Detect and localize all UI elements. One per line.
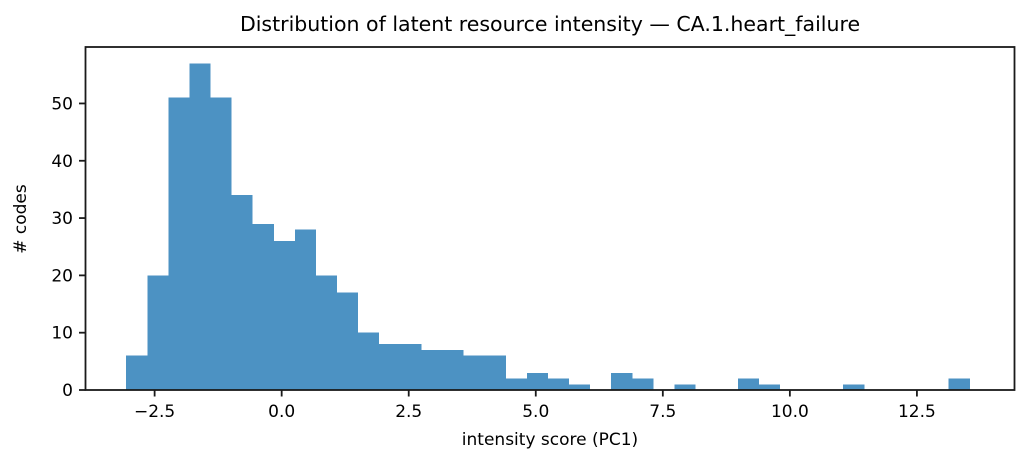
histogram-bar [737,378,759,390]
histogram-bar [168,97,190,390]
histogram-bar [210,97,232,390]
histogram-bar [442,349,464,390]
histogram-bar [421,349,443,390]
histogram-bar [147,275,169,390]
x-tick-label: 2.5 [395,402,422,422]
histogram-bar [526,372,548,390]
x-tick-label: 5.0 [522,402,549,422]
histogram-bar [294,229,316,390]
histogram-bar [611,372,633,390]
x-tick-label: −2.5 [134,402,175,422]
y-axis: 0 10 20 30 40 50 [51,94,86,401]
histogram-bar [231,195,253,390]
histogram-bar [358,332,380,390]
y-tick-label: 20 [51,266,73,286]
x-tick-label: 12.5 [898,402,936,422]
histogram-bar [126,355,148,390]
histogram-bar [948,378,970,390]
y-tick-label: 50 [51,94,73,114]
histogram-bar [337,292,359,390]
chart-title: Distribution of latent resource intensit… [240,12,860,37]
x-axis-label: intensity score (PC1) [462,430,638,450]
x-axis: −2.5 0.0 2.5 5.0 7.5 10.0 12.5 [134,390,936,422]
y-tick-label: 0 [62,381,73,401]
histogram-bar [674,384,696,390]
histogram-bar [484,355,506,390]
histogram-bar [463,355,485,390]
y-tick-label: 30 [51,209,73,229]
histogram-bar [569,384,591,390]
y-tick-label: 40 [51,152,73,172]
histogram-bar [400,344,422,390]
histogram-bar [252,223,274,390]
y-axis-label: # codes [11,184,31,254]
histogram-bar [505,378,527,390]
histogram-bar [547,378,570,390]
x-tick-label: 7.5 [649,402,676,422]
x-tick-label: 10.0 [771,402,809,422]
x-tick-label: 0.0 [268,402,295,422]
histogram-bar [379,344,401,390]
histogram-bar [632,378,654,390]
histogram-bar [273,240,295,390]
histogram-bar [189,63,211,390]
histogram-bar [315,275,338,390]
histogram-bar [843,384,865,390]
histogram-bar [758,384,780,390]
histogram-bars [126,63,970,390]
y-tick-label: 10 [51,324,73,344]
